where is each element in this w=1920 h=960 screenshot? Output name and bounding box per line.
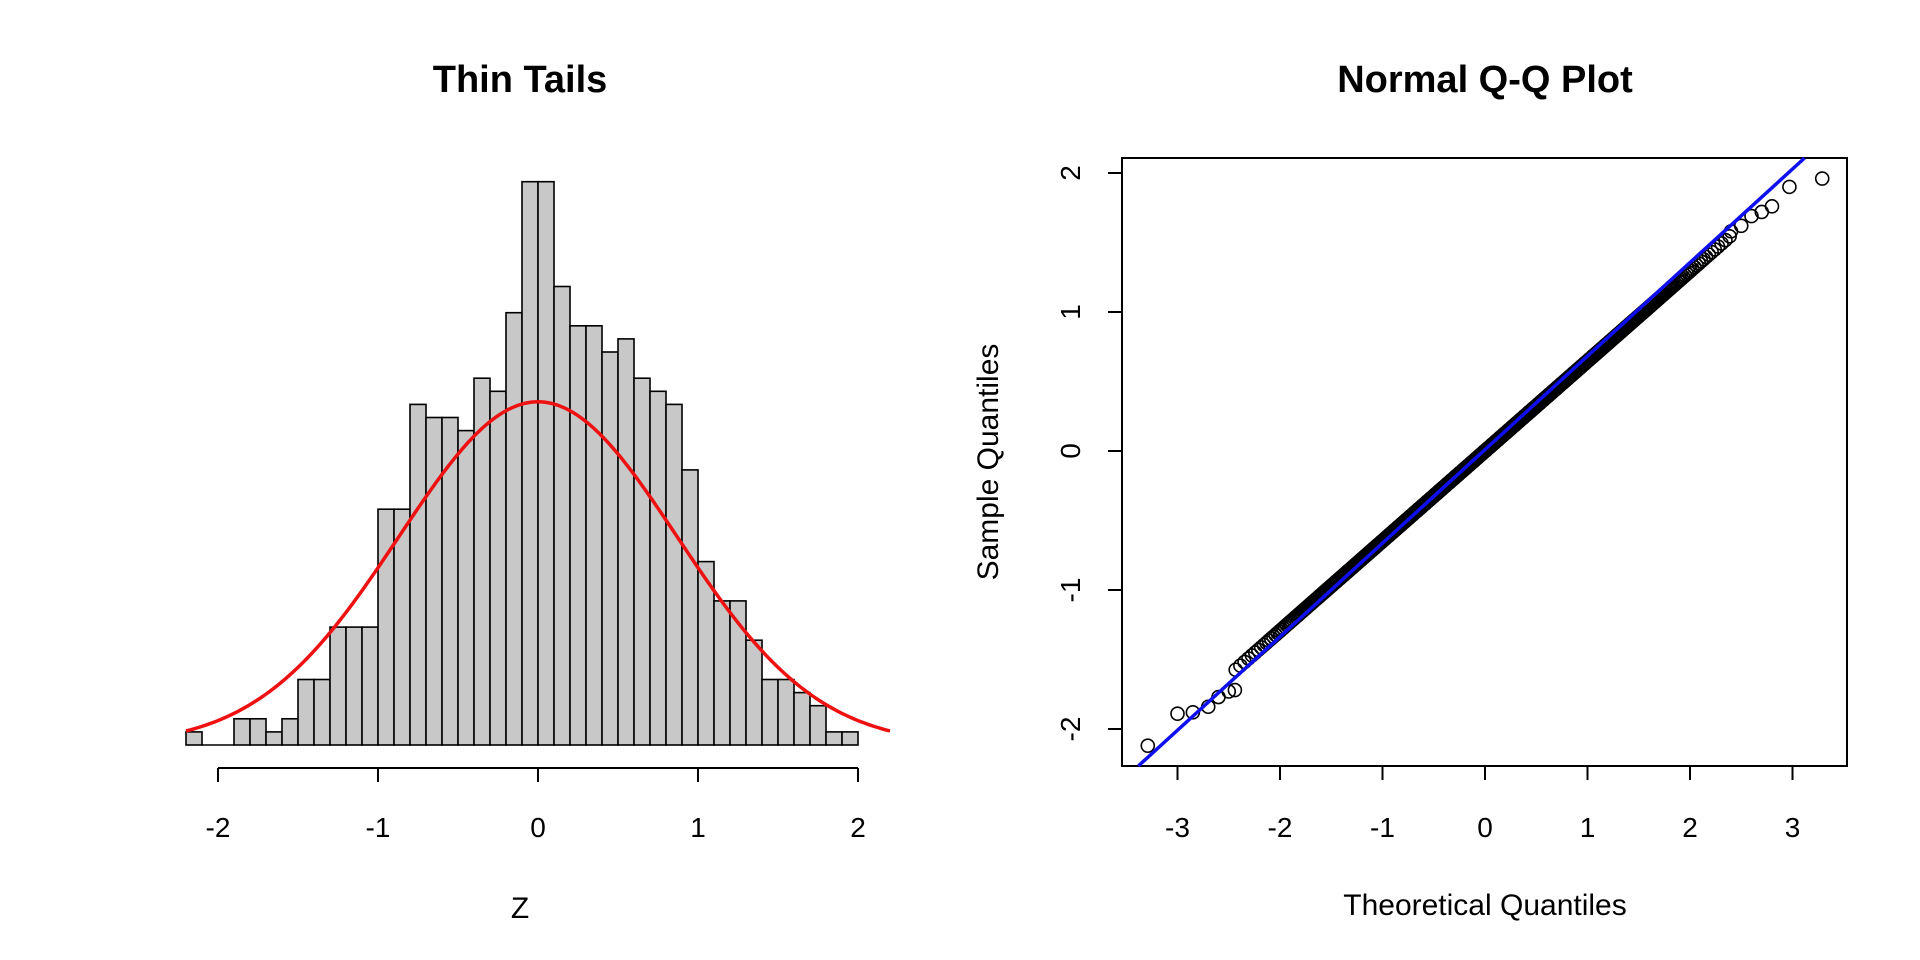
qq-point — [1744, 208, 1759, 224]
qq-y-label: Sample Quantiles — [972, 344, 1005, 581]
histogram-bar — [505, 311, 523, 746]
qq-points — [1140, 171, 1830, 753]
qq-x-tick-label: 2 — [1682, 812, 1698, 843]
normal-density-curve — [185, 400, 891, 733]
histogram-bar — [425, 416, 443, 746]
histogram-x-tick-label: -2 — [206, 812, 231, 843]
qq-x-tick-label: -3 — [1165, 812, 1190, 843]
histogram-bar — [793, 691, 811, 746]
histogram-bar — [601, 351, 619, 746]
histogram-bars — [185, 180, 859, 746]
qq-x-axis: -3 -2 -1 0 1 2 3 — [1165, 766, 1800, 843]
histogram-bar — [777, 678, 795, 746]
histogram-bar — [617, 338, 635, 746]
histogram-bar — [345, 626, 363, 746]
histogram-bar — [681, 469, 699, 746]
qq-y-tick-label: 2 — [1055, 165, 1086, 181]
qq-x-tick-label: 1 — [1580, 812, 1596, 843]
histogram-bar — [841, 731, 859, 746]
histogram-bar — [569, 324, 587, 746]
qq-point — [1733, 218, 1749, 234]
qq-point — [1227, 682, 1243, 698]
histogram-title: Thin Tails — [433, 59, 608, 101]
qq-x-tick-label: 0 — [1477, 812, 1493, 843]
histogram-bar — [249, 717, 267, 746]
histogram-bar — [233, 717, 251, 746]
histogram-bar — [297, 678, 315, 746]
histogram-x-tick-label: 1 — [690, 812, 706, 843]
qq-point — [1782, 179, 1797, 195]
qq-y-tick-label: 1 — [1055, 304, 1086, 320]
qq-point — [1696, 251, 1711, 267]
histogram-bar — [585, 324, 603, 746]
qq-y-tick-label: 0 — [1055, 443, 1086, 459]
qq-y-tick-label: -2 — [1055, 717, 1086, 742]
histogram-bar — [825, 731, 843, 746]
histogram-bar — [649, 390, 667, 746]
histogram-x-tick-label: -1 — [366, 812, 391, 843]
qq-point — [1140, 738, 1156, 753]
histogram-bar — [745, 639, 763, 746]
histogram-bar — [393, 508, 411, 746]
histogram-bar — [265, 731, 283, 746]
qq-x-label: Theoretical Quantiles — [1343, 889, 1626, 922]
histogram-bar — [665, 403, 683, 746]
qq-point — [1814, 171, 1830, 186]
qq-reference-line — [1137, 156, 1806, 768]
qq-x-tick-label: 3 — [1785, 812, 1801, 843]
histogram-x-axis: -2 -1 0 1 2 — [206, 767, 866, 843]
histogram-x-label: Z — [511, 892, 529, 925]
qq-x-tick-label: -2 — [1268, 812, 1293, 843]
qq-y-tick-label: -1 — [1055, 578, 1086, 603]
histogram-bar — [361, 626, 379, 746]
qq-point — [1764, 199, 1780, 214]
qq-plot-panel: Normal Q-Q Plot -3 -2 -1 0 1 2 3 -2 -1 0 1 2 Theor… — [972, 59, 1848, 922]
histogram-x-tick-label: 0 — [530, 812, 546, 843]
histogram-bar — [185, 731, 203, 746]
qq-plot-title: Normal Q-Q Plot — [1337, 59, 1633, 101]
histogram-bar — [809, 704, 827, 746]
histogram-bar — [521, 180, 539, 746]
histogram-bar — [537, 180, 555, 746]
histogram-bar — [457, 429, 475, 746]
histogram-x-tick-label: 2 — [850, 812, 866, 843]
histogram-bar — [489, 390, 507, 746]
histogram-panel: Thin Tails -2 -1 0 1 2 Z — [185, 59, 891, 925]
qq-x-tick-label: -1 — [1370, 812, 1395, 843]
histogram-bar — [713, 600, 731, 746]
histogram-bar — [761, 678, 779, 746]
histogram-bar — [409, 403, 427, 746]
qq-y-axis: -2 -1 0 1 2 — [1055, 165, 1122, 741]
histogram-bar — [553, 285, 571, 746]
qq-point — [1170, 706, 1185, 722]
histogram-bar — [329, 626, 347, 746]
histogram-bar — [633, 377, 651, 746]
histogram-bar — [281, 717, 299, 746]
histogram-bar — [313, 678, 331, 746]
